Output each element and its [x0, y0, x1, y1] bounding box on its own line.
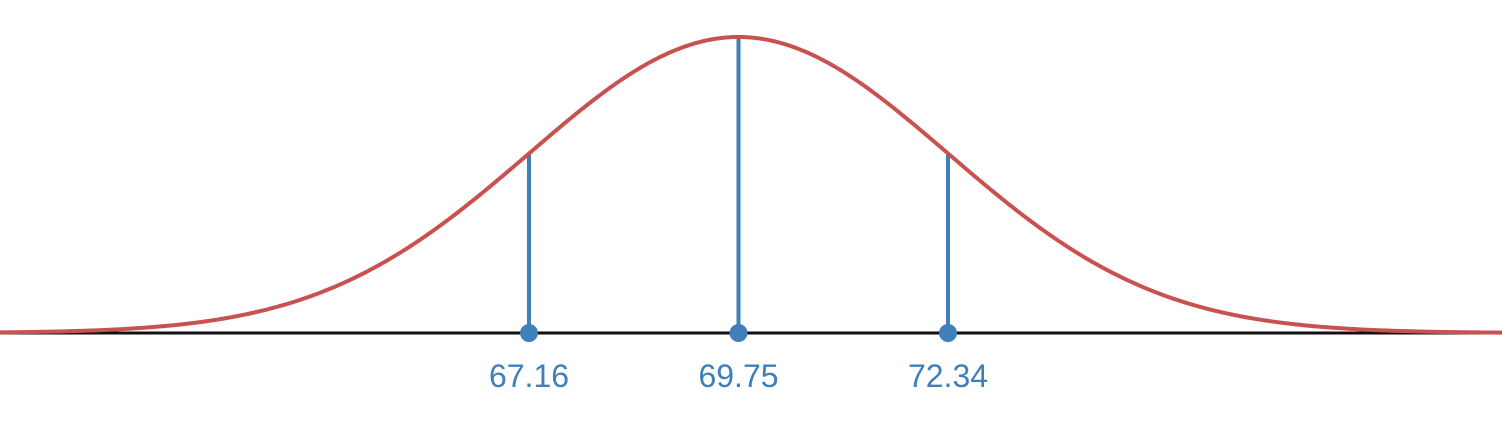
tick-label-0: 67.16	[489, 358, 569, 394]
marker-layer	[527, 37, 950, 333]
density-curve	[0, 35, 1502, 335]
marker-dot-layer	[520, 324, 957, 342]
tick-label-2: 72.34	[908, 358, 988, 394]
marker-dot-2	[939, 324, 957, 342]
marker-dot-0	[520, 324, 538, 342]
tick-label-1: 69.75	[698, 358, 778, 394]
marker-dot-1	[729, 324, 748, 342]
tick-label-layer: 67.16 69.75 72.34	[489, 358, 988, 394]
